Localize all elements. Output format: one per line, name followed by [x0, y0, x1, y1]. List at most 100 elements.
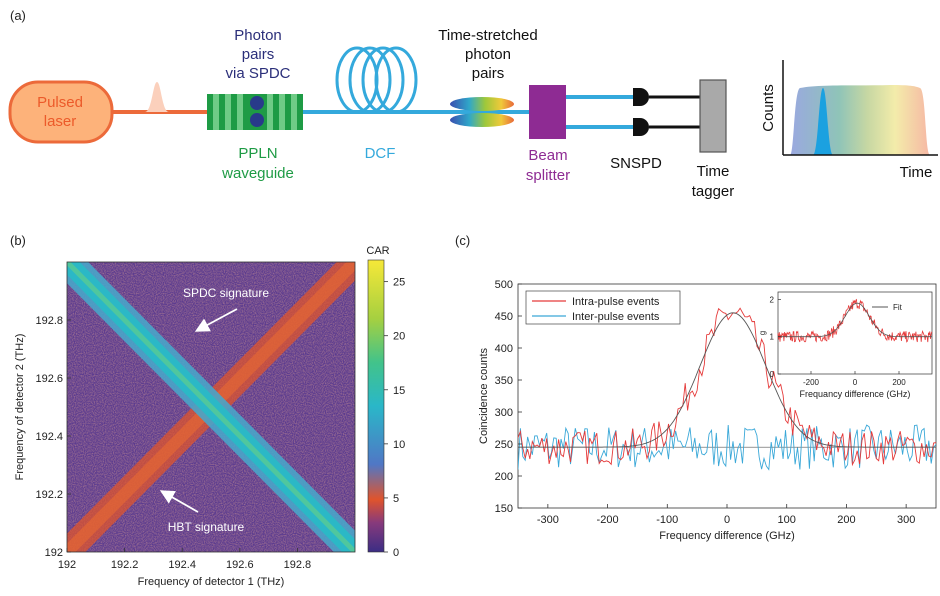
heatmap-y-tick-label: 192: [45, 547, 63, 559]
heatmap-x-tick-label: 192.4: [168, 559, 196, 571]
laser-label-line1: Pulsed: [37, 94, 83, 111]
spdc-band-core: [67, 262, 355, 552]
photon-pairs-line1: Photon: [234, 27, 282, 44]
colorbar-tick-label: 25: [393, 277, 405, 289]
photon-icon-top: [250, 96, 264, 110]
beam-splitter-line1: Beam: [528, 147, 567, 164]
inset-ylabel: Counts: [760, 84, 777, 132]
chart-y-tick-label: 500: [495, 279, 513, 291]
time-stretched-line3: pairs: [472, 65, 505, 82]
ppln-label-line2: waveguide: [221, 165, 294, 182]
snspd-detector-bottom-icon: [633, 118, 649, 136]
inset-fit-line: [778, 302, 932, 338]
legend-label-intra: Intra-pulse events: [572, 296, 660, 308]
inset-data-line: [777, 298, 933, 343]
ppln-label-line1: PPLN: [238, 145, 277, 162]
legend-label-inter: Inter-pulse events: [572, 311, 660, 323]
panel-c: (c) -300 -200 -100 0 100 200 300 1502002503003…: [455, 233, 937, 542]
dcf-coil: [335, 46, 418, 114]
chart-x-tick-label: 200: [837, 514, 855, 526]
photon-icon-bottom: [250, 113, 264, 127]
inset-ylabel: g: [758, 331, 767, 335]
hbt-arrow: [159, 490, 199, 513]
colorbar-title: CAR: [366, 245, 389, 257]
chart-series: [518, 307, 936, 471]
intra-pulse-line: [518, 307, 936, 467]
spdc-signature-label: SPDC signature: [183, 286, 269, 300]
time-stretched-line1: Time-stretched: [438, 27, 537, 44]
chart-x-tick-label: -300: [537, 514, 559, 526]
panel-c-label: (c): [455, 233, 470, 248]
colorbar-tick-label: 5: [393, 493, 399, 505]
heatmap-x-ticks: 192 192.2 192.4 192.6 192.8: [58, 548, 311, 571]
snspd-label: SNSPD: [610, 155, 662, 172]
heatmap-x-tick-label: 192: [58, 559, 76, 571]
chart-y-tick-label: 250: [495, 439, 513, 451]
inset-x-tick-label: -200: [803, 378, 820, 387]
heatmap-x-tick-label: 192.6: [226, 559, 254, 571]
heatmap-y-tick-label: 192.2: [35, 489, 63, 501]
colorbar-tick-label: 10: [393, 439, 405, 451]
inset-y-tick-label: 1: [770, 333, 775, 342]
laser-pulse-icon: [145, 82, 169, 112]
hbt-signature-label: HBT signature: [168, 520, 245, 534]
heatmap-x-tick-label: 192.8: [284, 559, 312, 571]
chart-legend: Intra-pulse events Inter-pulse events: [525, 290, 681, 325]
heatmap-xlabel: Frequency of detector 1 (THz): [138, 576, 285, 588]
inset-xlabel: Time: [900, 164, 933, 181]
chart-y-tick-label: 150: [495, 503, 513, 515]
stretched-pulse-top: [450, 97, 514, 111]
colorbar-tick-label: 0: [393, 547, 399, 559]
heatmap-y-tick-label: 192.8: [35, 315, 63, 327]
chart-xlabel: Frequency difference (GHz): [659, 530, 795, 542]
heatmap-y-ticks: 192 192.2 192.4 192.6 192.8: [35, 315, 71, 559]
fit-line: [518, 312, 936, 448]
inset-legend-fit: Fit: [893, 303, 903, 312]
beam-splitter-line2: splitter: [526, 167, 570, 184]
narrow-peak-area: [813, 88, 833, 155]
heatmap: [67, 262, 355, 552]
chart-y-tick-label: 450: [495, 311, 513, 323]
chart-y-ticks: 150 200 250 300 350 400 450 500: [495, 279, 522, 515]
ppln-waveguide: [207, 94, 303, 130]
chart-y-tick-label: 400: [495, 343, 513, 355]
chart-x-tick-label: -200: [597, 514, 619, 526]
heatmap-x-tick-label: 192.2: [111, 559, 139, 571]
snspd-detector-top-icon: [633, 88, 649, 106]
colorbar: [367, 259, 385, 553]
stretched-spectrum-area: [790, 85, 930, 155]
panel-a-label: (a): [10, 8, 26, 23]
inset-x-tick-label: 0: [853, 378, 858, 387]
chart-inset: -200 0 200 012 Frequancy difference (GHz) …: [758, 291, 933, 399]
chart-y-tick-label: 300: [495, 407, 513, 419]
time-tagger-line2: tagger: [692, 183, 735, 200]
pulsed-laser-box: [8, 80, 114, 144]
chart-ylabel: Coincidence counts: [478, 348, 490, 445]
photon-pairs-line3: via SPDC: [225, 65, 290, 82]
legend-box: [525, 290, 681, 325]
heatmap-y-tick-label: 192.4: [35, 431, 63, 443]
inset-y-ticks: 0 1 2: [770, 295, 781, 379]
colorbar-tick-label: 20: [393, 331, 405, 343]
dcf-label: DCF: [365, 145, 396, 162]
inset-x-ticks: -200 0 200: [803, 371, 906, 387]
heatmap-y-tick-label: 192.6: [35, 373, 63, 385]
inset-x-tick-label: 200: [892, 378, 906, 387]
inset-xlabel: Frequancy difference (GHz): [800, 389, 911, 399]
time-tagger-box: [699, 79, 727, 153]
chart-x-tick-label: 0: [724, 514, 730, 526]
inset-series: [777, 298, 933, 343]
inter-pulse-line: [518, 424, 936, 471]
panel-a: (a) Pulsed laser Photon pairs via SPDC P…: [8, 8, 938, 200]
time-stretched-line2: photon: [465, 46, 511, 63]
heatmap-ylabel: Frequency of detector 2 (THz): [14, 334, 26, 481]
chart-y-tick-label: 200: [495, 471, 513, 483]
heatmap-frame: [66, 261, 356, 553]
colorbar-ticks: 0 5 10 15 20 25: [384, 277, 405, 559]
chart-x-tick-label: 100: [778, 514, 796, 526]
stretched-pulse-bottom: [450, 113, 514, 127]
chart-x-ticks: -300 -200 -100 0 100 200 300: [537, 504, 915, 526]
beam-splitter-box: [529, 85, 566, 139]
inset-y-tick-label: 0: [770, 370, 775, 379]
